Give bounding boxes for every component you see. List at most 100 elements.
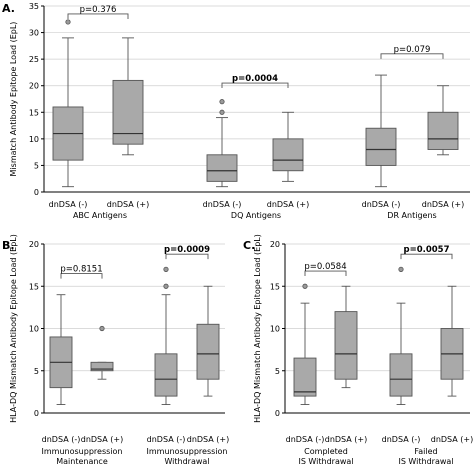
category-label: dnDSA (+) bbox=[422, 200, 465, 209]
iqr-box bbox=[365, 127, 397, 166]
category-label: dnDSA (-) bbox=[286, 435, 325, 444]
iqr-box bbox=[334, 311, 358, 380]
group-label-line: IS Withdrawal bbox=[298, 457, 353, 466]
panel-3: C. 0 5 10 15 20 HLA-DQ Mismatch Antibody Epito… bbox=[243, 234, 473, 466]
y-tick-label: 5 bbox=[34, 367, 39, 376]
box-5 bbox=[365, 74, 397, 188]
y-tick-label: 35 bbox=[29, 2, 39, 11]
group-label: DR Antigens bbox=[387, 211, 436, 220]
p-value-bracket: p=0.376 bbox=[67, 5, 129, 19]
group-label-line: Immunosuppression bbox=[147, 447, 228, 456]
box-3 bbox=[206, 99, 238, 188]
y-tick-label: 5 bbox=[275, 367, 280, 376]
p-value-label: p=0.0004 bbox=[232, 74, 278, 84]
y-tick-label: 20 bbox=[270, 240, 280, 249]
panel-label: A. bbox=[2, 2, 15, 15]
y-tick-label: 0 bbox=[34, 409, 39, 418]
box-2 bbox=[90, 325, 114, 380]
y-tick-label: 15 bbox=[270, 282, 280, 291]
box-1 bbox=[293, 283, 317, 405]
outlier-point bbox=[398, 266, 404, 272]
y-axis-label: HLA-DQ Mismatch Antibody Epitope Load (E… bbox=[9, 234, 18, 423]
p-value-label: p=0.0009 bbox=[164, 245, 210, 255]
p-value-bracket: p=0.8151 bbox=[60, 265, 103, 279]
box-2 bbox=[334, 285, 358, 389]
y-tick-label: 10 bbox=[29, 135, 39, 144]
iqr-box bbox=[112, 79, 144, 145]
outlier-point bbox=[99, 325, 105, 332]
bracket-line bbox=[60, 273, 103, 279]
y-axis-label: Mismatch Antibody Epitope Load (EpL) bbox=[9, 22, 18, 177]
group-label: Immunosuppression Maintenance bbox=[42, 447, 123, 466]
y-tick-label: 0 bbox=[34, 188, 39, 197]
iqr-box bbox=[293, 357, 317, 397]
y-axis-label: HLA-DQ Mismatch Antibody Epitope Load (E… bbox=[253, 234, 262, 423]
panel-label: B. bbox=[2, 239, 15, 252]
bracket-line bbox=[304, 270, 347, 277]
group-label: Immunosuppression Withdrawal bbox=[147, 447, 228, 466]
outlier-point bbox=[65, 19, 71, 25]
category-label: dnDSA (-) bbox=[49, 200, 88, 209]
group-label: Failed IS Withdrawal bbox=[398, 447, 453, 466]
y-tick-label: 15 bbox=[29, 282, 39, 291]
outlier-point bbox=[163, 283, 169, 289]
group-label-line: Failed bbox=[414, 447, 437, 456]
p-value-label: p=0.0584 bbox=[304, 262, 346, 272]
iqr-box bbox=[196, 323, 220, 380]
p-value-bracket: p=0.0584 bbox=[304, 262, 347, 277]
box-4 bbox=[196, 285, 220, 397]
p-value-bracket: p=0.0009 bbox=[164, 245, 210, 260]
p-value-label: p=0.079 bbox=[394, 45, 431, 55]
category-label: dnDSA (+) bbox=[325, 435, 368, 444]
y-tick-label: 20 bbox=[29, 82, 39, 91]
panel-1: A. 0 5 10 15 20 25 30 35 Mismatch Antibody Epitop… bbox=[2, 2, 470, 220]
iqr-box bbox=[154, 353, 178, 397]
iqr-box bbox=[272, 138, 304, 172]
category-label: dnDSA (+) bbox=[187, 435, 230, 444]
y-tick-label: 15 bbox=[29, 108, 39, 117]
box-6 bbox=[427, 85, 459, 156]
y-tick-label: 30 bbox=[29, 29, 39, 38]
box-2 bbox=[112, 37, 144, 156]
category-label: dnDSA (+) bbox=[431, 435, 474, 444]
outlier-point bbox=[163, 266, 169, 272]
p-value-bracket: p=0.0057 bbox=[400, 245, 453, 260]
y-tick-label: 10 bbox=[29, 325, 39, 334]
outlier-point bbox=[219, 109, 225, 115]
bracket-line bbox=[67, 13, 129, 19]
iqr-box bbox=[427, 111, 459, 150]
p-value-label: p=0.376 bbox=[80, 5, 117, 15]
panel-2: B. 0 5 10 15 20 HLA-DQ Mismatch Antibody Epito… bbox=[2, 234, 229, 466]
group-label-line: IS Withdrawal bbox=[398, 457, 453, 466]
bracket-line bbox=[380, 53, 444, 59]
bracket-line bbox=[165, 253, 209, 260]
category-label: dnDSA (-) bbox=[362, 200, 401, 209]
y-tick-label: 5 bbox=[34, 161, 39, 170]
category-label: dnDSA (+) bbox=[107, 200, 150, 209]
group-label-line: Completed bbox=[304, 447, 348, 456]
box-4 bbox=[272, 111, 304, 182]
group-label-line: Immunosuppression bbox=[42, 447, 123, 456]
group-label-line: Withdrawal bbox=[164, 457, 209, 466]
outlier-point bbox=[219, 99, 225, 105]
p-value-bracket: p=0.0004 bbox=[221, 74, 289, 89]
box-4 bbox=[440, 285, 464, 397]
group-label: DQ Antigens bbox=[231, 211, 281, 220]
outlier-point bbox=[302, 283, 308, 289]
group-label: Completed IS Withdrawal bbox=[298, 447, 353, 466]
bracket-line bbox=[400, 253, 453, 260]
group-label: ABC Antigens bbox=[73, 211, 127, 220]
p-value-label: p=0.0057 bbox=[403, 245, 449, 255]
panel-label: C. bbox=[243, 239, 255, 252]
category-label: dnDSA (-) bbox=[382, 435, 421, 444]
iqr-box bbox=[389, 353, 413, 397]
box-1 bbox=[52, 19, 84, 188]
y-tick-label: 20 bbox=[29, 240, 39, 249]
p-value-label: p=0.8151 bbox=[60, 265, 102, 275]
category-label: dnDSA (-) bbox=[203, 200, 242, 209]
box-1 bbox=[49, 294, 73, 405]
iqr-box bbox=[90, 361, 114, 372]
y-tick-label: 10 bbox=[270, 325, 280, 334]
bracket-line bbox=[221, 82, 289, 89]
